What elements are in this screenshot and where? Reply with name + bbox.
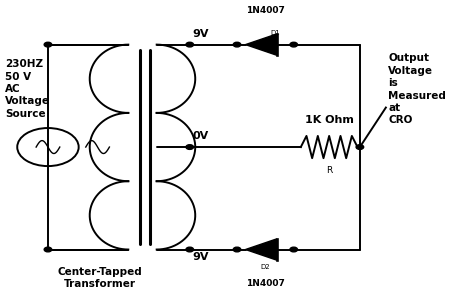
Circle shape: [290, 42, 298, 47]
Polygon shape: [246, 239, 277, 260]
Text: 1K Ohm: 1K Ohm: [305, 115, 354, 125]
Text: Output
Voltage
is
Measured
at
CRO: Output Voltage is Measured at CRO: [388, 53, 446, 126]
Polygon shape: [246, 34, 277, 55]
Text: Center-Tapped
Transformer: Center-Tapped Transformer: [57, 267, 142, 289]
Circle shape: [356, 145, 364, 149]
Text: D2: D2: [261, 264, 270, 270]
Circle shape: [186, 42, 193, 47]
Text: R: R: [326, 166, 332, 175]
Text: 1N4007: 1N4007: [246, 279, 285, 288]
Text: 1N4007: 1N4007: [246, 6, 285, 15]
Circle shape: [44, 247, 52, 252]
Text: 9V: 9V: [192, 29, 209, 39]
Circle shape: [44, 42, 52, 47]
Text: D1: D1: [270, 30, 280, 36]
Circle shape: [233, 247, 241, 252]
Text: 230HZ
50 V
AC
Voltage
Source: 230HZ 50 V AC Voltage Source: [5, 59, 50, 119]
Circle shape: [233, 42, 241, 47]
Circle shape: [290, 247, 298, 252]
Text: 0V: 0V: [192, 131, 209, 141]
Circle shape: [186, 145, 193, 149]
Text: 9V: 9V: [192, 252, 209, 263]
Circle shape: [186, 247, 193, 252]
